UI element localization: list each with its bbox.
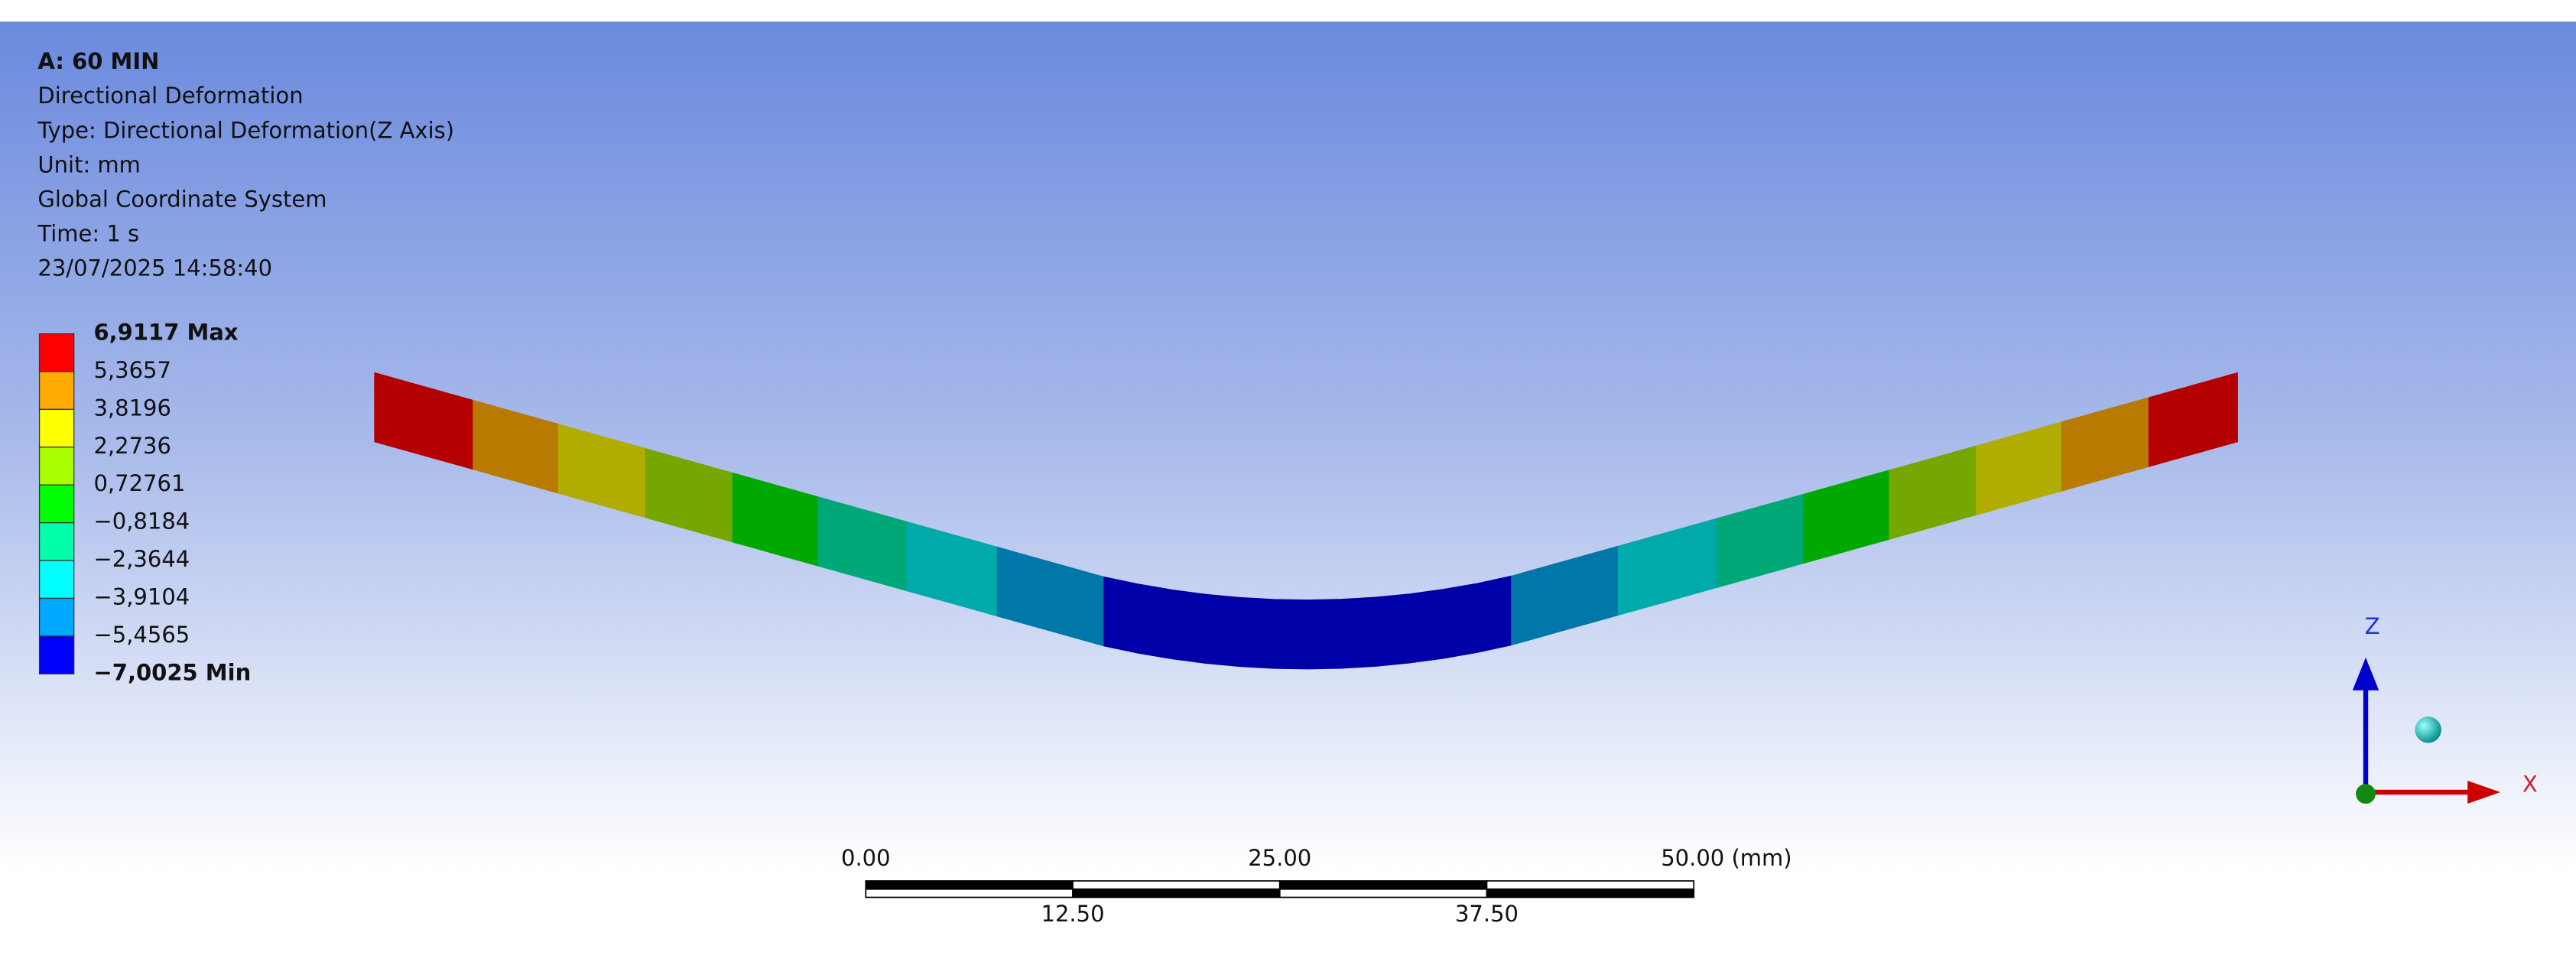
header-line: Type: Directional Deformation(Z Axis) [37,117,454,143]
background [0,21,2576,965]
origin [2356,784,2376,804]
scale-segment [865,888,1074,898]
header-line: Directional Deformation [37,83,303,109]
beam [374,372,2238,670]
scale-segment [1278,888,1488,898]
legend-swatch [38,333,75,372]
legend-label: −5,4565 [93,622,190,648]
triad: Z X [2352,613,2538,804]
header: A: 60 MIN Directional Deformation Type: D… [37,48,454,281]
scale-segment [1486,880,1695,890]
legend-swatch [38,521,75,561]
legend-swatch [38,484,75,524]
sphere [2415,716,2441,743]
header-line: Global Coordinate System [37,187,326,213]
legend-label: 3,8196 [93,395,171,421]
legend-label: −3,9104 [93,583,190,609]
legend-label: 0,72761 [93,470,185,496]
legend-swatch [38,635,75,674]
scale-segment [865,880,1074,890]
scale-label: 0.00 [841,845,891,871]
x-arrow [2467,780,2501,804]
legend-label: −7,0025 Min [93,659,251,685]
scale-bar: 0.00 25.00 50.00 (mm) 12.50 37.50 [841,845,1792,927]
beam-segment [2148,372,2238,467]
legend-label: 2,2736 [93,433,171,459]
scale-segment [1278,880,1488,890]
legend-swatch [38,408,75,448]
header-title: A: 60 MIN [37,48,159,74]
legend-label: −0,8184 [93,508,190,534]
scale-label: 25.00 [1248,845,1311,871]
header-line: Unit: mm [37,151,141,177]
scale-label: 37.50 [1455,901,1519,927]
z-label: Z [2365,613,2380,639]
legend-swatch [38,447,75,486]
legend: 6,9117 Max 5,3657 3,8196 2,2736 0,72761 −0,81… [38,320,251,685]
legend-label: 5,3657 [93,357,171,383]
legend-swatch [38,597,75,637]
x-label: X [2522,771,2538,797]
z-arrow [2352,657,2379,690]
legend-swatch [38,371,75,411]
legend-swatch [38,560,75,599]
scale-segment [1072,880,1281,890]
header-line: 23/07/2025 14:58:40 [37,255,272,281]
scale-segment [1072,888,1281,898]
scale-label: 12.50 [1041,901,1105,927]
legend-label: 6,9117 Max [93,320,238,346]
scale-segment [1486,888,1695,898]
legend-label: −2,3644 [93,546,190,572]
header-line: Time: 1 s [37,221,139,247]
scale-label: 50.00 (mm) [1661,845,1792,871]
